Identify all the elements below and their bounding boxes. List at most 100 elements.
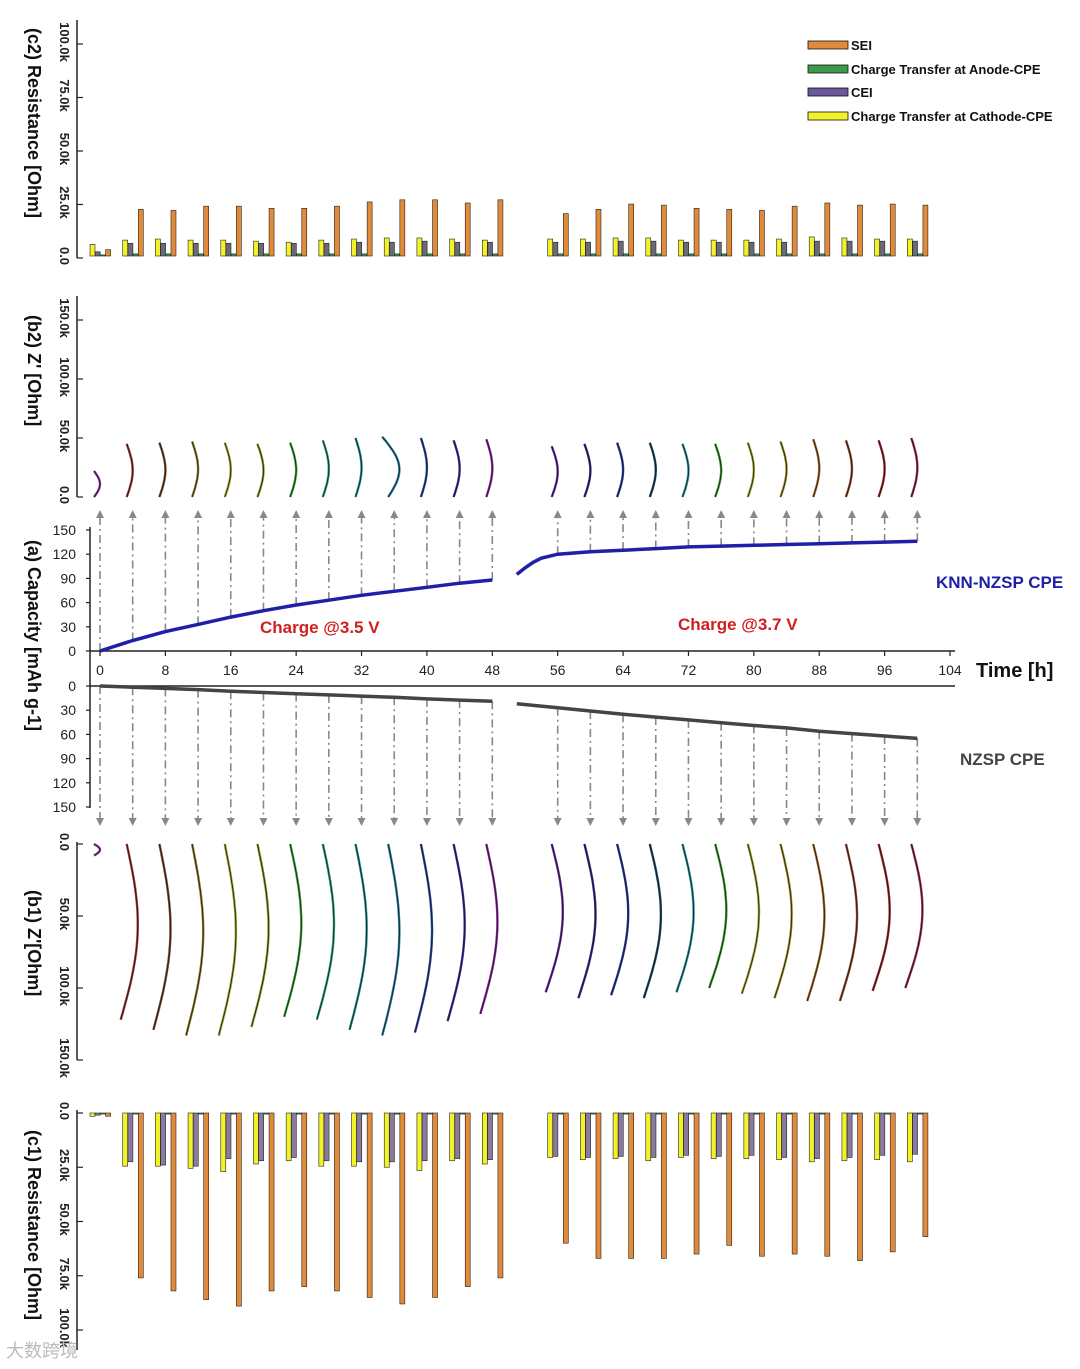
c2-bar-cathode-t0 bbox=[89, 244, 96, 257]
b1-fit-t68 bbox=[643, 843, 662, 999]
b1-y-ticks: 0.0 50.0k 100.0k 150.0k bbox=[57, 833, 83, 1079]
legend-swatch-cathode bbox=[807, 111, 849, 121]
a-x-tick-label: 80 bbox=[746, 662, 762, 678]
c2-bar-cathode-t80 bbox=[743, 239, 750, 257]
c1-bar-sei-t36 bbox=[399, 1112, 406, 1305]
b1-fit-t84 bbox=[774, 843, 793, 999]
c2-bar-cathode-t96 bbox=[874, 238, 880, 257]
arrow-down-head-t44 bbox=[455, 818, 464, 826]
c1-bar-sei-t20 bbox=[268, 1112, 275, 1292]
c1-bar-anode-t44 bbox=[459, 1112, 466, 1115]
legend-swatch-sei bbox=[807, 40, 849, 50]
b2-fit-t28 bbox=[322, 440, 330, 498]
c1-bar-anode-t36 bbox=[394, 1112, 400, 1115]
b1-curve-t92 bbox=[838, 843, 859, 1002]
b1-fit-t48 bbox=[479, 843, 498, 1014]
c2-bar-anode-t48 bbox=[492, 253, 499, 257]
arrow-down-head-t76 bbox=[717, 818, 726, 826]
c1-bar-cathode-t56 bbox=[547, 1112, 553, 1158]
arrow-up-head-t48 bbox=[488, 510, 497, 518]
a-x-tick-label: 24 bbox=[288, 662, 304, 678]
b2-fit-t72 bbox=[682, 443, 689, 498]
c1-bar-anode-t20 bbox=[263, 1112, 270, 1115]
b2-fit-t80 bbox=[747, 442, 755, 498]
c2-bar-cei-t16 bbox=[225, 242, 232, 257]
c2-bar-sei-t88 bbox=[824, 202, 831, 257]
b1-fit-t88 bbox=[806, 843, 825, 1002]
c2-bar-cathode-t36 bbox=[383, 237, 390, 257]
arrow-up-head-t60 bbox=[586, 510, 595, 518]
c2-bar-cathode-t32 bbox=[351, 238, 357, 257]
a-x-tick-label: 104 bbox=[938, 662, 962, 678]
c1-bar-sei-t32 bbox=[366, 1112, 373, 1298]
c1-bar-anode-t64 bbox=[623, 1112, 629, 1115]
c2-bar-cathode-t76 bbox=[710, 239, 717, 257]
c1-bar-sei-t88 bbox=[824, 1112, 831, 1257]
c2-bar-anode-t56 bbox=[557, 253, 564, 257]
arrow-up-head-t28 bbox=[324, 510, 333, 518]
c2-bar-anode-t60 bbox=[590, 253, 597, 257]
c1-bar-cathode-t4 bbox=[122, 1112, 128, 1167]
c2-y-ticks: 100.0k 75.0k 50.0k 25.0k 0.0 bbox=[57, 22, 83, 265]
panel-c2: (c2) Resistance [Ohm] 100.0k 75.0k 50.0k 25… bbox=[24, 20, 929, 265]
arrow-down-head-t40 bbox=[422, 818, 431, 826]
b2-tick-label: 100.0k bbox=[57, 357, 72, 398]
b2-fit-t20 bbox=[257, 443, 264, 498]
b2-fit-t96 bbox=[878, 440, 885, 498]
c1-tick-label: 50.0k bbox=[57, 1203, 72, 1236]
c2-bar-cathode-t92 bbox=[841, 237, 848, 257]
c1-bar-cei-t28 bbox=[323, 1112, 330, 1162]
c1-bar-sei-t56 bbox=[562, 1112, 569, 1244]
b1-curve-t48 bbox=[479, 843, 499, 1015]
b2-curves bbox=[93, 436, 919, 498]
c2-bar-cathode-t40 bbox=[416, 237, 423, 257]
b2-fit-t48 bbox=[485, 439, 493, 498]
arrow-down-head-t32 bbox=[357, 818, 366, 826]
c2-bar-cei-t8 bbox=[160, 242, 166, 257]
series-line-nzsp-part2 bbox=[516, 701, 918, 741]
c2-bar-sei-t24 bbox=[301, 208, 308, 257]
a-x-tick-label: 8 bbox=[161, 662, 169, 678]
b2-fit-t88 bbox=[812, 439, 820, 498]
b2-fit-t84 bbox=[780, 441, 787, 498]
c1-bar-sei-t76 bbox=[726, 1112, 733, 1246]
c1-bar-sei-t40 bbox=[432, 1112, 438, 1298]
c2-bar-cathode-t72 bbox=[678, 239, 684, 257]
panel-b2: (b2) Z' [Ohm] 150.0k 100.0k 50.0k 0.0 bbox=[24, 296, 919, 504]
c2-bar-cathode-t24 bbox=[285, 241, 292, 257]
arrow-down-head-t100 bbox=[913, 818, 922, 826]
arrow-up-head-t76 bbox=[717, 510, 726, 518]
arrow-up-head-t80 bbox=[749, 510, 758, 518]
c2-bar-anode-t16 bbox=[230, 253, 237, 257]
b1-curve-t12 bbox=[184, 843, 205, 1036]
c2-bar-sei-t64 bbox=[628, 203, 634, 257]
b2-fit-t56 bbox=[551, 446, 559, 498]
c1-bar-cathode-t16 bbox=[220, 1112, 227, 1172]
arrow-up-head-t100 bbox=[913, 510, 922, 518]
c2-bar-sei-t44 bbox=[464, 202, 471, 257]
c1-bar-cathode-t100 bbox=[907, 1112, 913, 1163]
c2-bar-sei-t16 bbox=[236, 205, 242, 257]
c2-bar-sei-t32 bbox=[366, 201, 373, 257]
c2-bar-anode-t36 bbox=[394, 253, 400, 257]
a-x-tick-label: 16 bbox=[223, 662, 239, 678]
c2-bar-cei-t44 bbox=[454, 241, 461, 257]
c2-bar-cei-t40 bbox=[421, 240, 428, 257]
arrow-down-head-t92 bbox=[847, 818, 856, 826]
c2-bar-cathode-t60 bbox=[580, 238, 586, 257]
arrow-down-head-t20 bbox=[259, 818, 268, 826]
c1-bar-cathode-t92 bbox=[841, 1112, 848, 1162]
c2-bar-anode-t68 bbox=[655, 253, 662, 257]
arrow-up-head-t96 bbox=[880, 510, 889, 518]
c1-bars bbox=[89, 1112, 929, 1307]
c2-bar-cei-t76 bbox=[716, 241, 722, 257]
c2-bar-anode-t88 bbox=[819, 253, 825, 257]
arrow-up-head-t88 bbox=[815, 510, 824, 518]
b2-fit-t76 bbox=[714, 443, 722, 498]
arrow-down-head-t4 bbox=[128, 818, 137, 826]
arrow-up-head-t40 bbox=[422, 510, 431, 518]
c1-bar-cathode-t96 bbox=[874, 1112, 880, 1160]
c2-bar-sei-t80 bbox=[759, 210, 765, 257]
c1-bar-cei-t24 bbox=[291, 1112, 297, 1158]
c1-bar-anode-t56 bbox=[557, 1112, 564, 1115]
